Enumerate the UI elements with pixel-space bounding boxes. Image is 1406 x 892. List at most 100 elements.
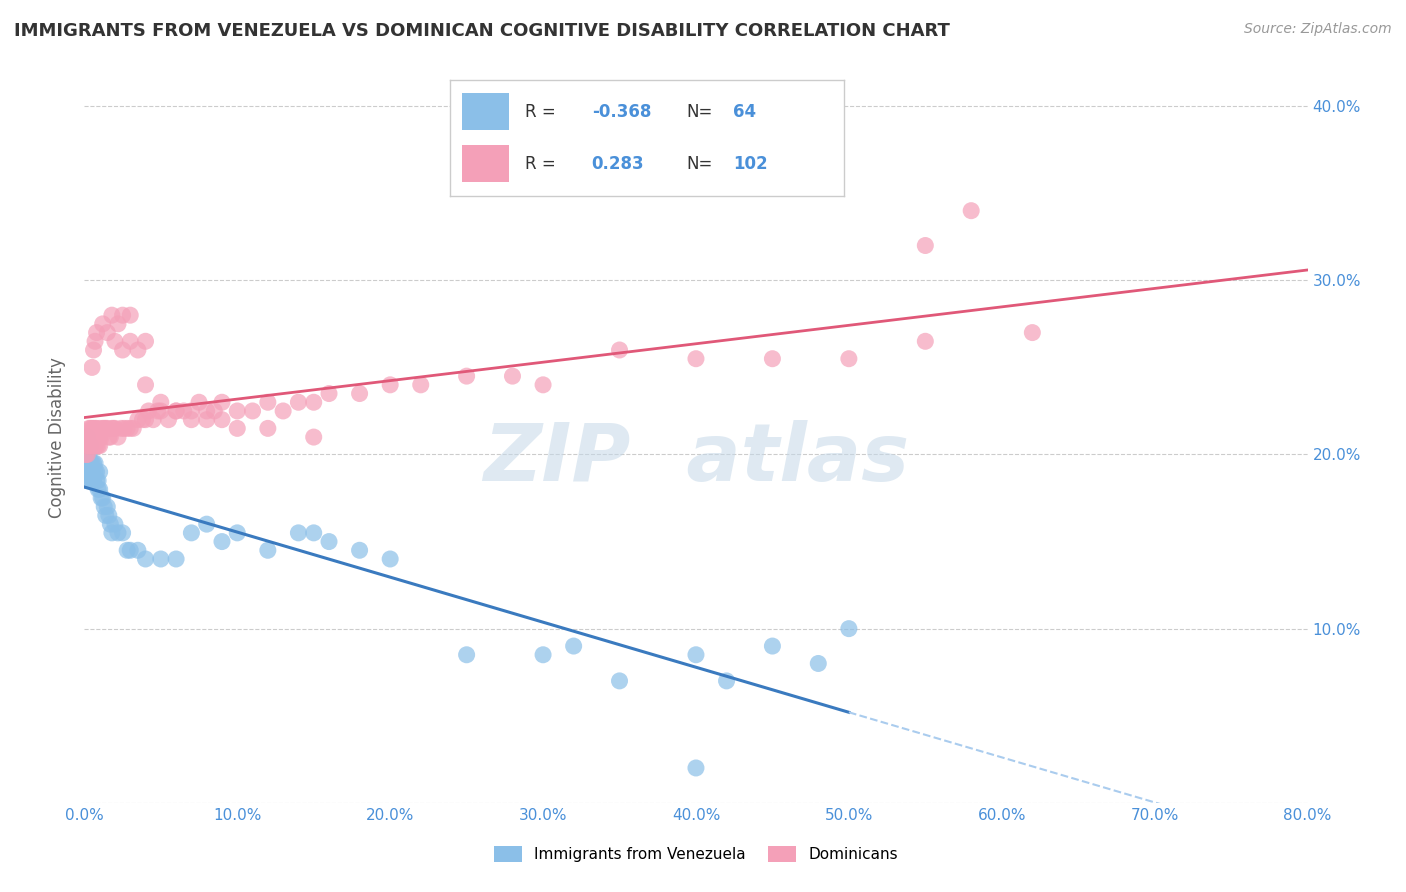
Point	[685, 648, 707, 662]
Point	[89, 430, 111, 444]
Point	[75, 430, 97, 444]
Point	[77, 474, 100, 488]
Point	[101, 525, 124, 540]
Point	[960, 203, 983, 218]
Point	[84, 439, 107, 453]
Point	[127, 412, 149, 426]
Point	[180, 404, 202, 418]
Text: Source: ZipAtlas.com: Source: ZipAtlas.com	[1244, 22, 1392, 37]
Point	[271, 404, 294, 418]
Point	[165, 552, 187, 566]
Point	[226, 421, 249, 435]
Legend: Immigrants from Venezuela, Dominicans: Immigrants from Venezuela, Dominicans	[488, 840, 904, 868]
Point	[609, 343, 631, 357]
Point	[87, 439, 110, 453]
Point	[135, 334, 157, 349]
Point	[84, 334, 107, 349]
Point	[195, 517, 218, 532]
Point	[96, 326, 118, 340]
Point	[107, 317, 129, 331]
Point	[287, 395, 309, 409]
Point	[761, 351, 783, 366]
Point	[1021, 326, 1043, 340]
Point	[77, 456, 100, 470]
Text: N=: N=	[686, 155, 713, 173]
Point	[202, 404, 225, 418]
Point	[101, 421, 124, 435]
Point	[211, 395, 233, 409]
Point	[83, 439, 105, 453]
Point	[79, 439, 101, 453]
Point	[97, 508, 120, 523]
Point	[86, 421, 108, 435]
Point	[380, 377, 402, 392]
Point	[79, 465, 101, 479]
Text: 64: 64	[734, 103, 756, 120]
Point	[149, 552, 172, 566]
Point	[685, 351, 707, 366]
Point	[96, 421, 118, 435]
Y-axis label: Cognitive Disability: Cognitive Disability	[48, 357, 66, 517]
Point	[107, 525, 129, 540]
Point	[86, 439, 108, 453]
Point	[242, 404, 264, 418]
Point	[80, 360, 103, 375]
Text: 0.283: 0.283	[592, 155, 644, 173]
Point	[75, 448, 97, 462]
Point	[93, 500, 115, 514]
Point	[91, 491, 114, 505]
Point	[838, 622, 860, 636]
Point	[111, 343, 134, 357]
Point	[98, 517, 121, 532]
Point	[80, 421, 103, 435]
Point	[104, 421, 127, 435]
Point	[97, 430, 120, 444]
Point	[77, 430, 100, 444]
Point	[226, 404, 249, 418]
Point	[94, 421, 117, 435]
Point	[86, 465, 108, 479]
Point	[188, 395, 211, 409]
Point	[120, 308, 142, 322]
Point	[80, 474, 103, 488]
Point	[149, 404, 172, 418]
Text: R =: R =	[524, 155, 555, 173]
Point	[349, 386, 371, 401]
Point	[89, 483, 111, 497]
Point	[101, 308, 124, 322]
Point	[83, 343, 105, 357]
Point	[83, 456, 105, 470]
Point	[104, 517, 127, 532]
Point	[84, 430, 107, 444]
Point	[76, 439, 98, 453]
Point	[77, 448, 100, 462]
Point	[86, 326, 108, 340]
Point	[79, 430, 101, 444]
Point	[84, 421, 107, 435]
Point	[502, 369, 524, 384]
Point	[80, 430, 103, 444]
Point	[409, 377, 432, 392]
Point	[76, 465, 98, 479]
Point	[80, 439, 103, 453]
Point	[91, 421, 114, 435]
Point	[76, 430, 98, 444]
Point	[94, 508, 117, 523]
Point	[84, 456, 107, 470]
Point	[87, 483, 110, 497]
Point	[76, 448, 98, 462]
Point	[531, 648, 554, 662]
Bar	[461, 145, 509, 182]
Point	[349, 543, 371, 558]
Point	[135, 412, 157, 426]
Point	[80, 465, 103, 479]
Point	[115, 543, 138, 558]
Point	[120, 421, 142, 435]
Point	[91, 317, 114, 331]
Point	[79, 421, 101, 435]
Point	[716, 673, 738, 688]
Point	[302, 525, 325, 540]
Point	[127, 543, 149, 558]
Point	[93, 421, 115, 435]
Point	[115, 421, 138, 435]
